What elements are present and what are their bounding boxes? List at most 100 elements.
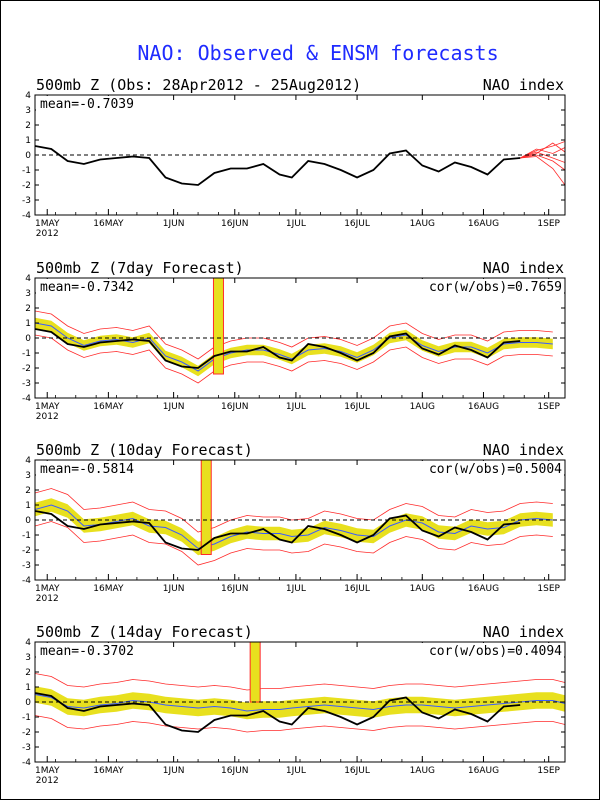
x-tick-label: 16JUL	[344, 584, 370, 594]
mean-label-bg	[36, 461, 164, 477]
series-layer	[35, 460, 565, 566]
panel-title: 500mb Z (10day Forecast)	[36, 441, 253, 459]
x-tick-label: 1JUN	[163, 766, 185, 776]
member-forecast-line	[520, 154, 565, 171]
x-tick-label: 1AUG	[410, 766, 435, 776]
x-tick-label: 1JUL	[286, 402, 306, 412]
panel-index-label: NAO index	[483, 623, 564, 641]
panel-title: 500mb Z (14day Forecast)	[36, 623, 253, 641]
x-tick-label: 1JUL	[286, 219, 306, 229]
x-tick-label: 1JUL	[286, 584, 306, 594]
mean-label: mean=-0.5814	[40, 462, 134, 477]
series-layer	[35, 141, 565, 186]
year-label: 2012	[36, 412, 59, 422]
member-envelope-upper	[35, 673, 565, 691]
figure-title: NAO: Observed & ENSM forecasts	[137, 41, 498, 65]
panel-2: 500mb Z (7day Forecast) NAO index 4 3 2 1 0 -1 -…	[22, 259, 566, 422]
x-tick-label: 16JUN	[221, 766, 248, 776]
member-envelope-upper	[35, 488, 553, 533]
y-tick-label: 3	[25, 106, 31, 116]
member-envelope-lower	[35, 715, 565, 733]
observed-line	[35, 510, 521, 551]
year-label: 2012	[36, 594, 59, 604]
cor-label-bg	[405, 643, 564, 659]
year-label: 2012	[36, 776, 59, 786]
panel-title: 500mb Z (Obs: 28Apr2012 - 25Aug2012)	[36, 76, 361, 94]
x-tick-label: 1JUN	[163, 584, 185, 594]
y-tick-label: 0	[25, 334, 31, 344]
member-envelope-upper	[35, 310, 553, 360]
x-tick-label: 16JUL	[344, 402, 370, 412]
series-layer	[35, 642, 565, 733]
member-forecast-line	[520, 156, 565, 186]
x-tick-label: 16AUG	[468, 584, 499, 594]
cor-label: cor(w/obs)=0.7659	[429, 280, 562, 295]
x-tick-label: 1AUG	[410, 219, 435, 229]
y-tick-label: -4	[22, 576, 31, 586]
y-tick-label: 3	[25, 471, 31, 481]
spike-bar	[200, 460, 212, 555]
x-tick-label: 1SEP	[537, 402, 560, 412]
y-tick-label: -3	[22, 196, 31, 206]
x-tick-label: 16JUN	[221, 219, 248, 229]
ensemble-mean-line	[35, 694, 565, 712]
y-tick-label: -4	[22, 394, 31, 404]
panel-index-label: NAO index	[483, 259, 564, 277]
cor-label-bg	[405, 279, 564, 295]
y-tick-label: 4	[25, 638, 31, 648]
x-tick-label: 16JUL	[344, 219, 370, 229]
cor-label: cor(w/obs)=0.4094	[429, 644, 562, 659]
panel-3: 500mb Z (10day Forecast) NAO index 4 3 2 1 0 -1…	[22, 441, 566, 604]
member-forecast-line	[520, 147, 565, 159]
x-tick-label: 1AUG	[410, 584, 435, 594]
x-tick-label: 16MAY	[93, 766, 124, 776]
mean-label-bg	[36, 279, 164, 295]
y-tick-label: 4	[25, 91, 31, 101]
y-tick-label: 2	[25, 486, 31, 496]
y-tick-label: 1	[25, 683, 31, 693]
mean-label: mean=-0.3702	[40, 644, 134, 659]
mean-label-bg	[36, 643, 164, 659]
y-tick-label: -1	[22, 166, 31, 176]
mean-label: mean=-0.7342	[40, 280, 134, 295]
y-tick-label: -4	[22, 758, 31, 768]
x-tick-label: 16AUG	[468, 402, 499, 412]
y-tick-label: -2	[22, 728, 31, 738]
x-tick-label: 1JUN	[163, 402, 185, 412]
x-tick-label: 1SEP	[537, 584, 560, 594]
y-tick-label: -2	[22, 546, 31, 556]
y-tick-label: -2	[22, 364, 31, 374]
y-tick-label: 0	[25, 698, 31, 708]
y-tick-label: -1	[22, 531, 31, 541]
y-tick-label: -3	[22, 743, 31, 753]
cor-label-bg	[405, 461, 564, 477]
y-tick-label: 4	[25, 274, 31, 284]
y-tick-label: -3	[22, 379, 31, 389]
x-tick-label: 1SEP	[537, 766, 560, 776]
panel-4: 500mb Z (14day Forecast) NAO index 4 3 2 1 0 -1…	[22, 623, 566, 786]
member-envelope-lower	[35, 521, 553, 566]
spread-band	[35, 317, 553, 377]
y-tick-label: 0	[25, 516, 31, 526]
member-envelope-lower	[35, 334, 553, 384]
x-tick-label: 16AUG	[468, 219, 499, 229]
y-tick-label: 0	[25, 151, 31, 161]
spike-bar	[249, 642, 261, 703]
y-tick-label: 1	[25, 319, 31, 329]
x-tick-label: 1MAY	[35, 766, 60, 776]
panels: 500mb Z (Obs: 28Apr2012 - 25Aug2012) NAO …	[22, 76, 566, 786]
y-tick-label: 2	[25, 304, 31, 314]
panel-index-label: NAO index	[483, 76, 564, 94]
observed-line	[35, 145, 521, 186]
spread-band	[35, 498, 553, 556]
y-tick-label: 3	[25, 653, 31, 663]
y-tick-label: 1	[25, 501, 31, 511]
x-tick-label: 1JUN	[163, 219, 185, 229]
member-forecast-line	[520, 142, 565, 159]
panel-index-label: NAO index	[483, 441, 564, 459]
x-tick-label: 16JUL	[344, 766, 370, 776]
x-tick-label: 16MAY	[93, 402, 124, 412]
cor-label: cor(w/obs)=0.5004	[429, 462, 562, 477]
y-tick-label: 2	[25, 668, 31, 678]
